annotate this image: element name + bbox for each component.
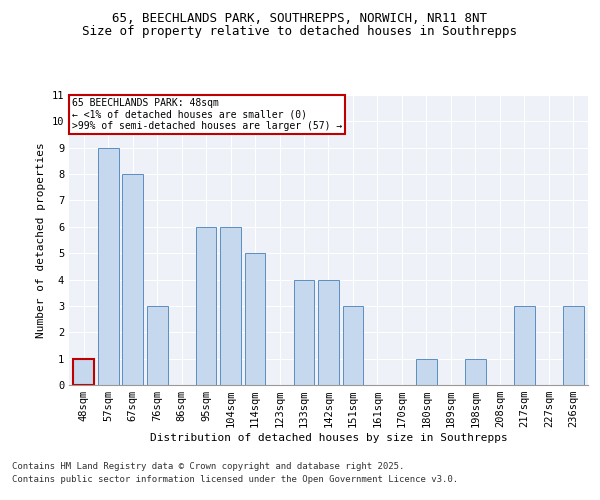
Bar — [73, 358, 94, 385]
Bar — [98, 148, 119, 385]
Text: Contains HM Land Registry data © Crown copyright and database right 2025.: Contains HM Land Registry data © Crown c… — [12, 462, 404, 471]
Bar — [514, 306, 535, 385]
Bar — [293, 280, 314, 385]
Text: Contains public sector information licensed under the Open Government Licence v3: Contains public sector information licen… — [12, 475, 458, 484]
Y-axis label: Number of detached properties: Number of detached properties — [36, 142, 46, 338]
Text: Size of property relative to detached houses in Southrepps: Size of property relative to detached ho… — [83, 25, 517, 38]
Text: 65 BEECHLANDS PARK: 48sqm
← <1% of detached houses are smaller (0)
>99% of semi-: 65 BEECHLANDS PARK: 48sqm ← <1% of detac… — [72, 98, 342, 131]
Bar — [220, 227, 241, 385]
Bar — [563, 306, 584, 385]
Bar — [465, 358, 486, 385]
Bar — [122, 174, 143, 385]
Bar — [416, 358, 437, 385]
Bar — [245, 253, 265, 385]
Bar — [196, 227, 217, 385]
Bar — [343, 306, 364, 385]
Bar — [318, 280, 339, 385]
Bar — [147, 306, 167, 385]
X-axis label: Distribution of detached houses by size in Southrepps: Distribution of detached houses by size … — [149, 433, 508, 443]
Text: 65, BEECHLANDS PARK, SOUTHREPPS, NORWICH, NR11 8NT: 65, BEECHLANDS PARK, SOUTHREPPS, NORWICH… — [113, 12, 487, 26]
